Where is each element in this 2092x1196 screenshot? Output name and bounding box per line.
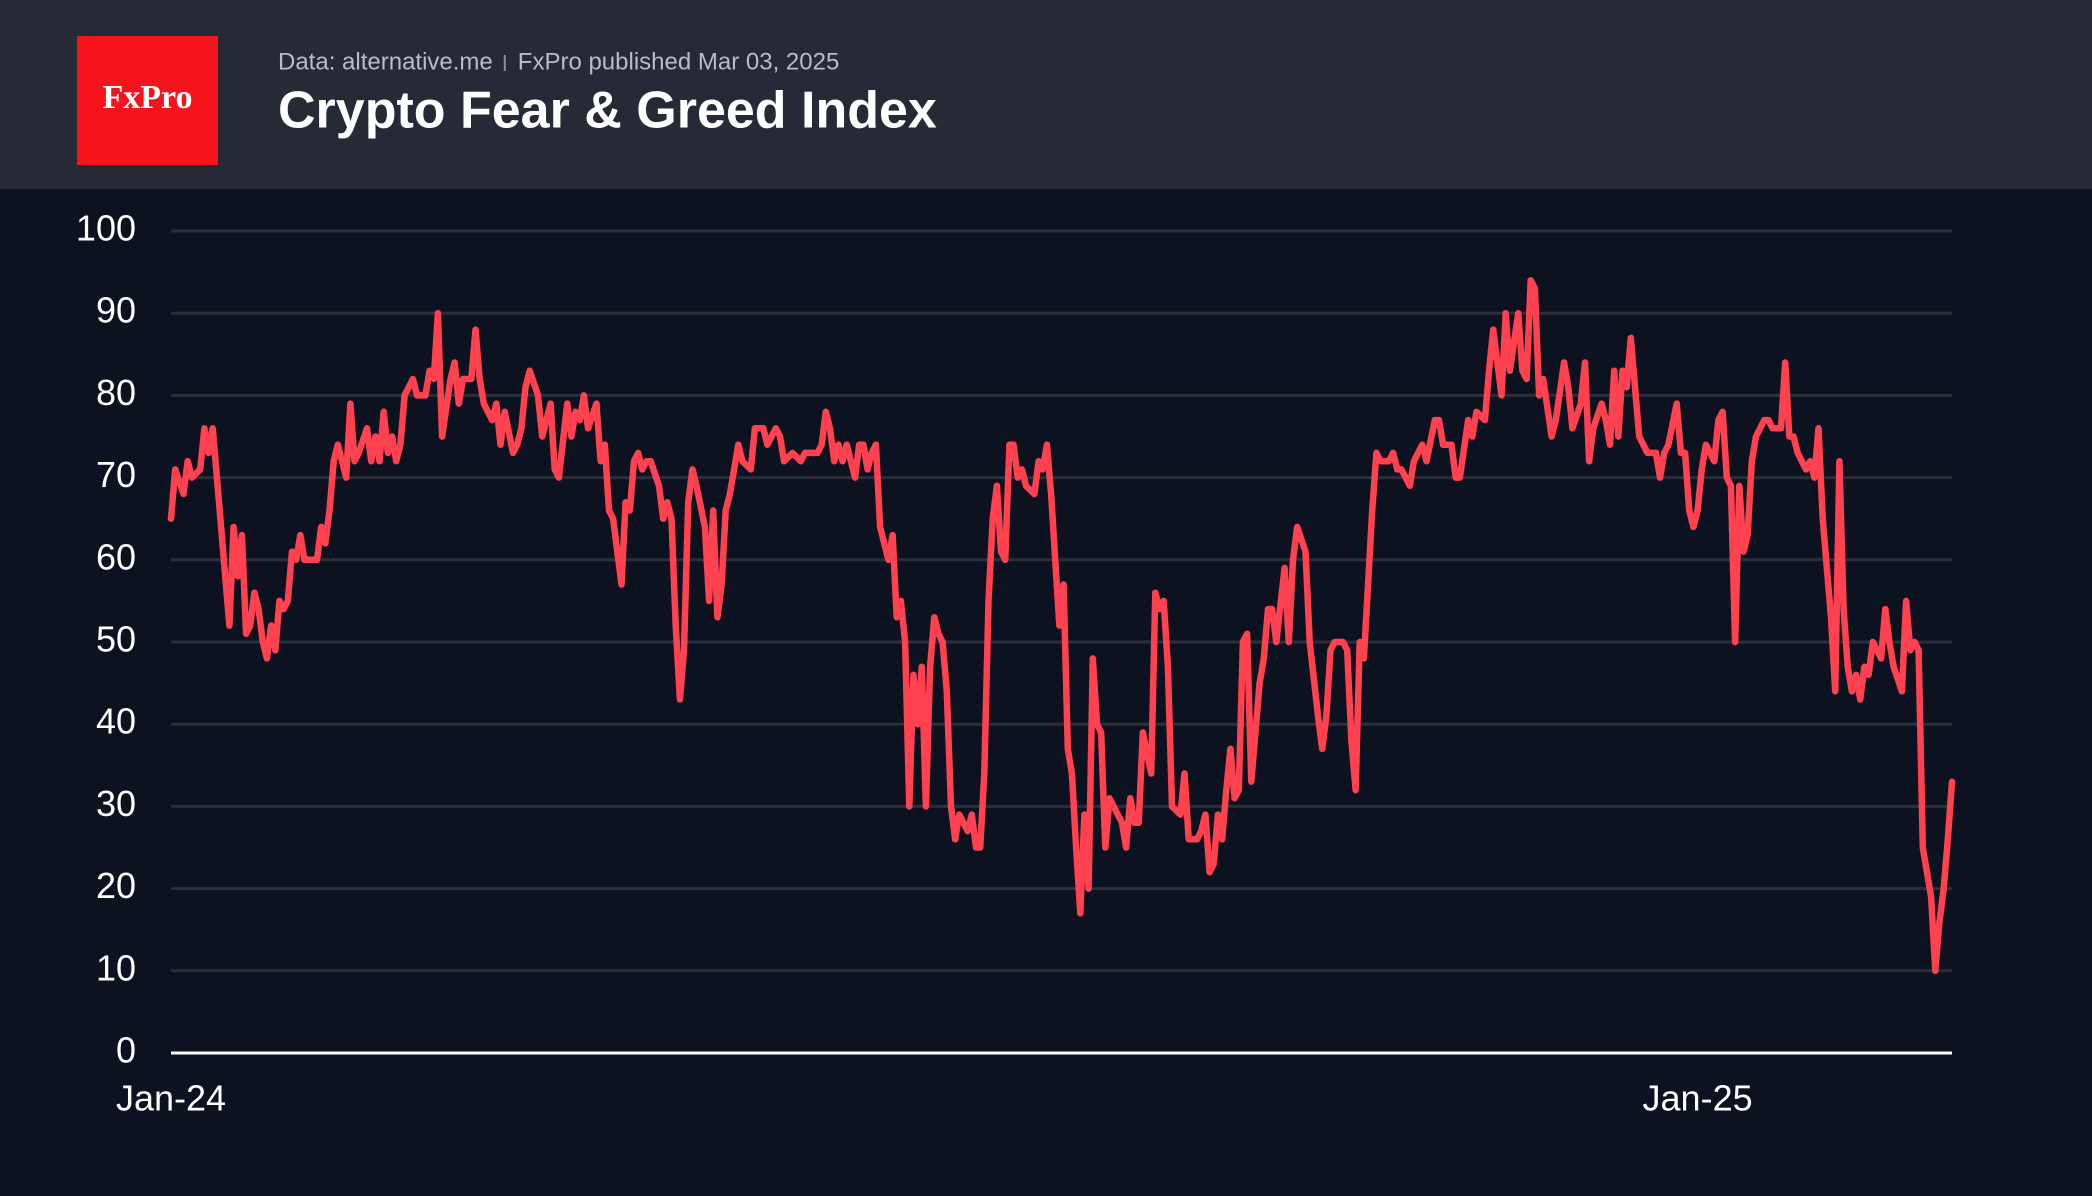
y-tick-label: 90	[96, 290, 136, 331]
published-note: FxPro published Mar 03, 2025	[518, 48, 840, 75]
y-tick-label: 10	[96, 947, 136, 988]
x-tick-label: Jan-24	[116, 1078, 226, 1119]
data-line	[167, 277, 1956, 975]
y-tick-label: 50	[96, 619, 136, 660]
y-tick-label: 70	[96, 454, 136, 495]
y-tick-label: 80	[96, 372, 136, 413]
y-tick-label: 20	[96, 865, 136, 906]
logo-text: FxPro	[102, 79, 192, 116]
y-tick-label: 40	[96, 701, 136, 742]
y-tick-label: 60	[96, 536, 136, 577]
y-tick-label: 100	[76, 208, 136, 249]
y-tick-label: 30	[96, 783, 136, 824]
x-tick-label: Jan-25	[1643, 1078, 1753, 1119]
header-bar	[0, 0, 2092, 189]
source-note: Data: alternative.me	[278, 48, 493, 75]
chart-title: Crypto Fear & Greed Index	[278, 82, 937, 140]
y-tick-label: 0	[116, 1030, 136, 1071]
logo	[77, 36, 218, 165]
